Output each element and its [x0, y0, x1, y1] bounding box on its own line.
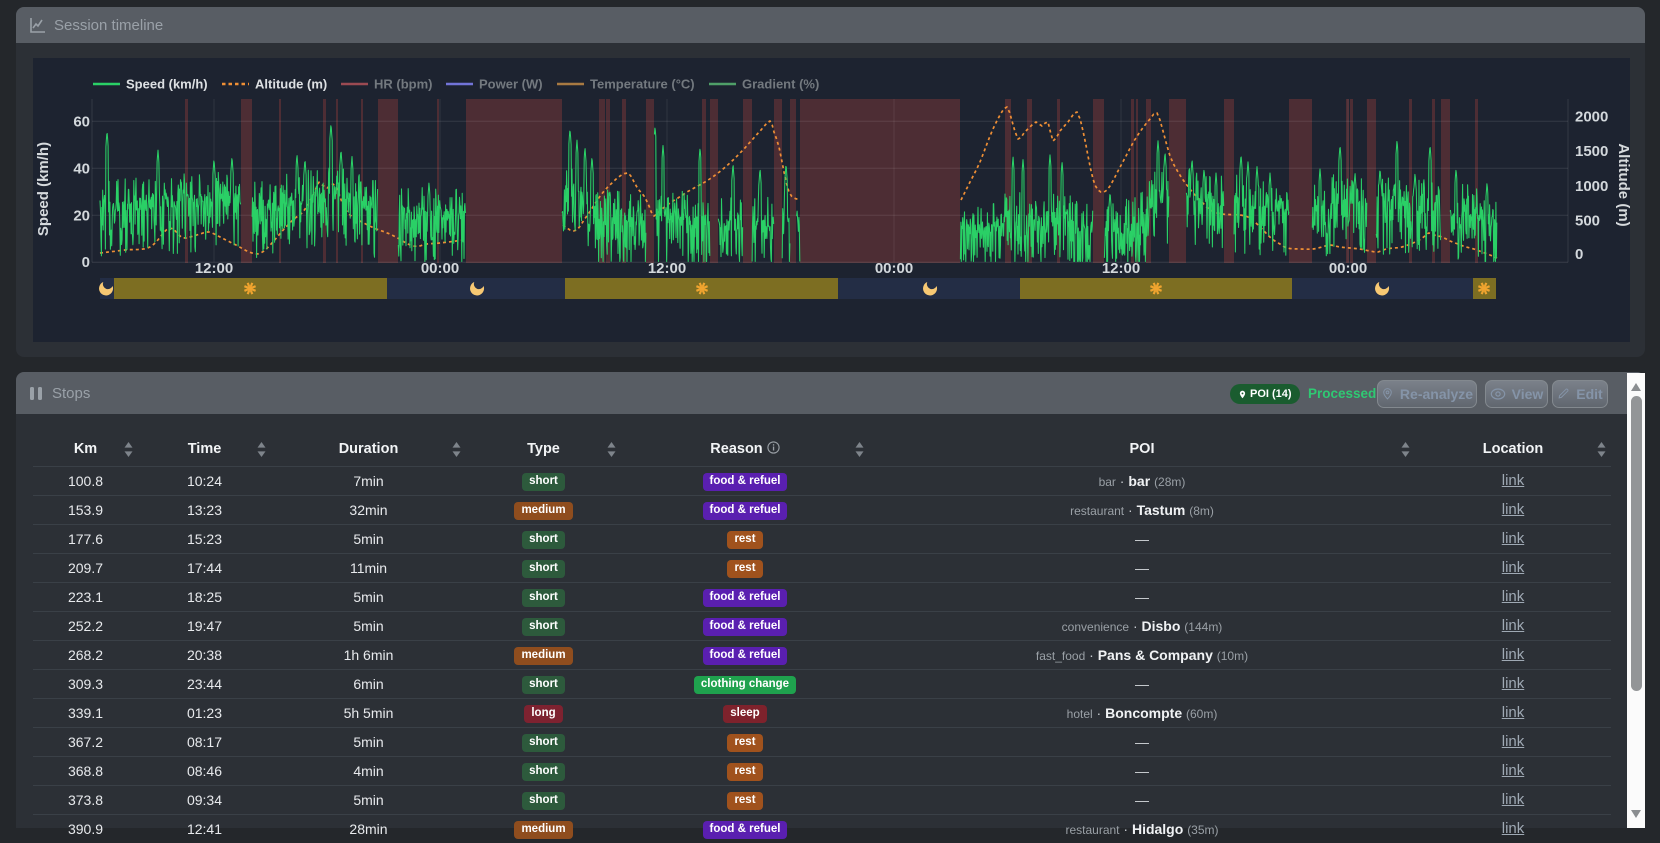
svg-text:500: 500 [1575, 213, 1600, 230]
svg-text:Temperature (°C): Temperature (°C) [590, 77, 695, 92]
svg-text:40: 40 [73, 160, 90, 177]
svg-text:0: 0 [1575, 246, 1583, 263]
svg-text:00:00: 00:00 [875, 260, 913, 277]
svg-text:HR (bpm): HR (bpm) [374, 77, 433, 92]
svg-text:1000: 1000 [1575, 178, 1608, 195]
svg-text:Speed (km/h): Speed (km/h) [35, 142, 52, 236]
svg-text:12:00: 12:00 [1102, 260, 1140, 277]
svg-text:Speed (km/h): Speed (km/h) [126, 77, 208, 92]
svg-text:Power (W): Power (W) [479, 77, 543, 92]
svg-text:Gradient (%): Gradient (%) [742, 77, 819, 92]
svg-text:1500: 1500 [1575, 143, 1608, 160]
svg-text:0: 0 [82, 254, 90, 271]
svg-text:Altitude (m): Altitude (m) [255, 77, 327, 92]
svg-text:12:00: 12:00 [648, 260, 686, 277]
svg-text:00:00: 00:00 [421, 260, 459, 277]
svg-text:12:00: 12:00 [195, 260, 233, 277]
svg-text:Altitude (m): Altitude (m) [1615, 143, 1630, 226]
svg-text:00:00: 00:00 [1329, 260, 1367, 277]
svg-text:2000: 2000 [1575, 109, 1608, 126]
svg-text:60: 60 [73, 113, 90, 130]
svg-text:20: 20 [73, 207, 90, 224]
